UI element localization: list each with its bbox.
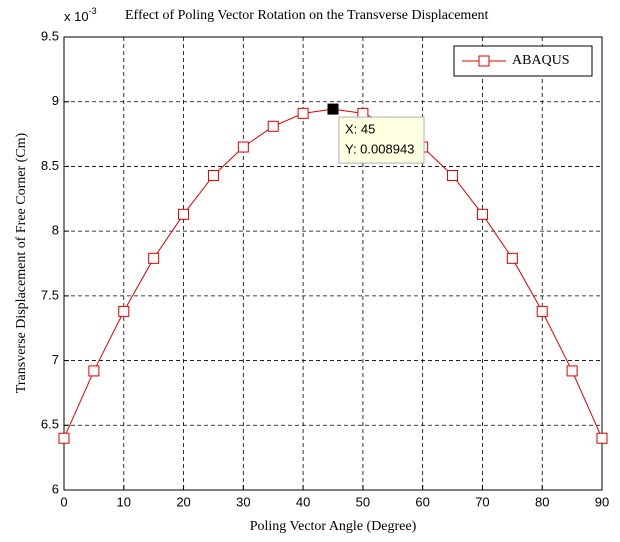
y-multiplier-exponent: -3 <box>89 6 97 16</box>
marker <box>327 103 339 115</box>
marker <box>58 432 70 444</box>
x-tick-label: 30 <box>236 494 250 509</box>
marker <box>178 208 190 220</box>
marker <box>207 169 219 181</box>
datatip-y: Y: 0.008943 <box>345 142 414 157</box>
y-tick-label: 8.5 <box>41 158 59 173</box>
marker <box>506 252 518 264</box>
x-axis-label: Poling Vector Angle (Degree) <box>250 519 417 534</box>
y-axis-label: Transverse Displacement of Free Corner (… <box>14 132 29 393</box>
y-tick-label: 7 <box>52 352 59 367</box>
x-tick-label: 70 <box>475 494 489 509</box>
marker <box>148 252 160 264</box>
x-tick-label: 60 <box>415 494 429 509</box>
y-multiplier-base: x 10 <box>64 9 89 24</box>
x-tick-label: 10 <box>117 494 131 509</box>
marker <box>566 365 578 377</box>
marker <box>297 107 309 119</box>
x-tick-label: 80 <box>535 494 549 509</box>
x-tick-label: 50 <box>356 494 370 509</box>
y-tick-label: 8 <box>52 223 59 238</box>
legend-label: ABAQUS <box>512 53 570 68</box>
x-tick-label: 90 <box>595 494 609 509</box>
y-tick-label: 9 <box>52 93 59 108</box>
legend-marker <box>478 55 490 67</box>
y-tick-label: 6 <box>52 481 59 496</box>
datatip-box <box>338 116 425 164</box>
datatip-x: X: 45 <box>345 122 375 137</box>
x-tick-label: 40 <box>296 494 310 509</box>
marker <box>88 365 100 377</box>
y-tick-label: 6.5 <box>41 417 59 432</box>
marker <box>476 208 488 220</box>
marker <box>267 120 279 132</box>
marker <box>237 141 249 153</box>
y-tick-label: 7.5 <box>41 287 59 302</box>
y-multiplier: x 10-3 <box>64 6 97 24</box>
marker <box>536 305 548 317</box>
marker <box>596 432 608 444</box>
chart-title: Effect of Poling Vector Rotation on the … <box>125 8 489 23</box>
x-tick-label: 20 <box>176 494 190 509</box>
x-tick-label: 0 <box>60 494 67 509</box>
y-tick-label: 9.5 <box>41 28 59 43</box>
marker <box>447 169 459 181</box>
marker <box>118 305 130 317</box>
axes-box <box>63 36 603 491</box>
datatip: X: 45 Y: 0.008943 <box>338 116 425 164</box>
